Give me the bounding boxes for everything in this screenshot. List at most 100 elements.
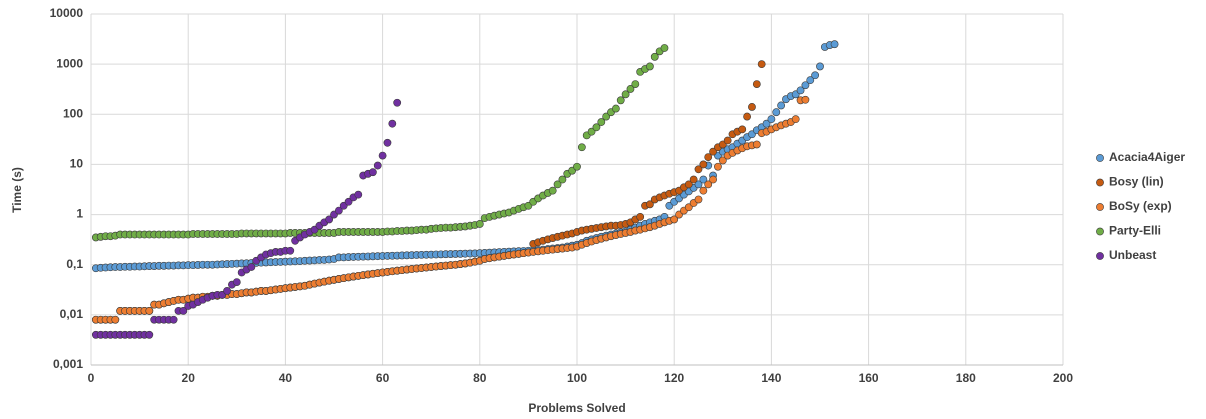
legend-label: BoSy (exp) [1109, 199, 1172, 213]
x-tick-label: 40 [279, 371, 293, 385]
data-point [344, 197, 353, 206]
data-point [801, 81, 810, 90]
data-point [738, 125, 747, 134]
data-point [553, 180, 562, 189]
data-point [179, 306, 188, 315]
data-point [587, 127, 596, 136]
data-point [694, 165, 703, 174]
data-point [368, 168, 377, 177]
x-tick-label: 100 [567, 371, 587, 385]
y-tick-label: 100 [63, 106, 83, 120]
data-point [558, 175, 567, 184]
data-point [684, 180, 693, 189]
y-tick-label: 0,1 [66, 257, 83, 271]
data-point [718, 156, 727, 165]
y-tick-label: 0,01 [60, 307, 84, 321]
data-point [806, 76, 815, 85]
data-point [694, 195, 703, 204]
data-point [709, 175, 717, 184]
data-point [801, 95, 810, 104]
data-point [704, 153, 713, 162]
data-point [699, 175, 708, 184]
legend-label: Bosy (lin) [1109, 175, 1164, 189]
data-point [223, 287, 231, 295]
data-point [689, 175, 698, 184]
data-point [378, 151, 387, 160]
data-point [592, 123, 601, 132]
data-point [777, 101, 786, 110]
data-point [597, 118, 606, 126]
data-point [111, 315, 120, 324]
data-point [670, 215, 679, 224]
legend-label: Acacia4Aiger [1109, 150, 1185, 164]
data-point [169, 315, 178, 324]
data-point [621, 90, 630, 99]
data-point [748, 103, 756, 111]
data-point [714, 162, 722, 171]
data-point [393, 98, 402, 107]
data-point [354, 190, 363, 199]
data-point [646, 62, 654, 71]
data-point [577, 143, 586, 152]
x-tick-label: 160 [859, 371, 879, 385]
y-tick-label: 1000 [56, 56, 83, 70]
data-point [145, 306, 154, 315]
x-tick-label: 180 [956, 371, 976, 385]
data-point [684, 203, 693, 212]
data-point [830, 40, 839, 49]
y-tick-label: 0,001 [53, 357, 83, 371]
y-tick-label: 1 [76, 207, 83, 221]
data-point [752, 140, 761, 149]
data-point [699, 186, 708, 195]
data-point [383, 138, 392, 147]
data-point [660, 44, 669, 52]
data-point [636, 212, 645, 221]
data-point [616, 96, 625, 105]
data-point [757, 60, 766, 69]
data-point [762, 119, 771, 128]
x-tick-label: 140 [761, 371, 781, 385]
legend-marker [1096, 227, 1104, 236]
data-point [631, 80, 640, 88]
data-point [325, 215, 334, 224]
y-tick-label: 10 [70, 157, 84, 171]
legend-marker [1096, 252, 1104, 260]
data-point [475, 220, 484, 228]
data-point [699, 160, 708, 169]
legend-label: Party-Elli [1109, 224, 1161, 238]
data-point [723, 136, 732, 145]
data-point [573, 162, 581, 171]
data-point [704, 180, 713, 189]
legend-marker [1096, 178, 1104, 187]
y-axis-label: Time (s) [10, 167, 24, 213]
x-tick-label: 80 [473, 371, 487, 385]
data-point [145, 330, 154, 339]
x-tick-label: 60 [376, 371, 390, 385]
x-tick-label: 0 [88, 371, 95, 385]
data-point [286, 246, 295, 255]
data-point [811, 71, 820, 80]
y-tick-label: 10000 [50, 6, 84, 20]
data-point [767, 115, 776, 124]
data-point [626, 85, 635, 93]
data-point [602, 112, 611, 121]
x-tick-label: 20 [182, 371, 196, 385]
data-point [247, 263, 256, 271]
legend-label: Unbeast [1109, 248, 1156, 262]
x-tick-label: 120 [664, 371, 684, 385]
data-point [752, 80, 761, 88]
data-point [743, 112, 751, 121]
data-point [373, 161, 382, 170]
data-point [388, 119, 397, 128]
data-point [650, 52, 659, 61]
data-point [694, 180, 703, 189]
data-point [646, 200, 654, 209]
data-point [709, 147, 717, 156]
data-point [611, 104, 620, 113]
data-point [796, 86, 805, 95]
data-point [548, 186, 557, 195]
data-point [232, 278, 241, 287]
x-axis-label: Problems Solved [528, 401, 625, 415]
data-point [772, 108, 781, 117]
